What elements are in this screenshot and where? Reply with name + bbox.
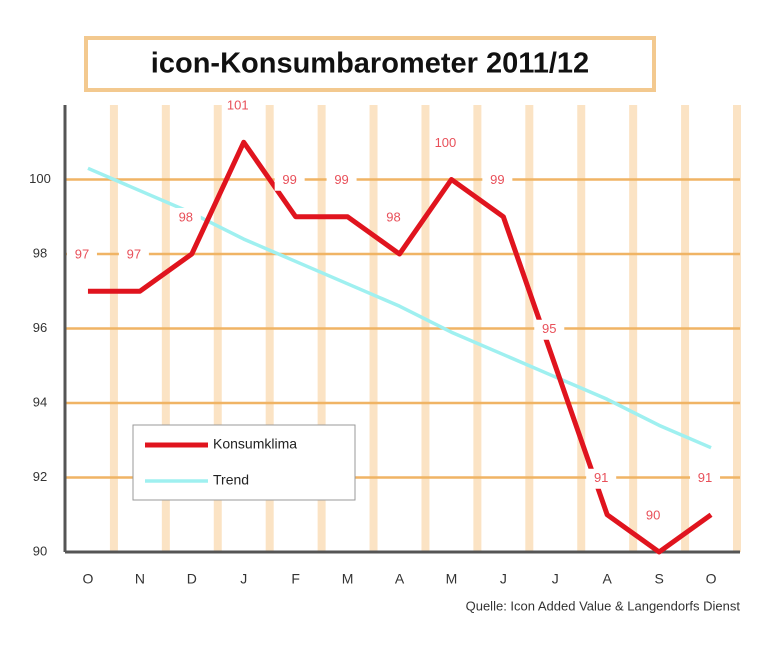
title-box [84, 36, 656, 92]
data-label: 99 [334, 172, 348, 187]
data-label: 91 [594, 470, 608, 485]
data-label-bg [118, 245, 149, 266]
x-tick-label: J [552, 571, 559, 587]
data-label: 99 [490, 172, 504, 187]
y-tick-label: 100 [29, 171, 51, 186]
data-label: 101 [227, 98, 249, 113]
data-label-bg [378, 208, 409, 228]
legend-box [132, 424, 356, 501]
data-label-bg [690, 468, 721, 489]
chart-title: icon-Konsumbarometer 2011/12 [151, 48, 589, 80]
x-tick-label: O [706, 571, 717, 587]
data-label-bg [430, 133, 461, 154]
y-tick-label: 98 [33, 245, 47, 260]
data-label-bg [482, 170, 513, 191]
x-tick-label: N [135, 571, 145, 587]
data-label-bg [326, 170, 357, 191]
data-label: 99 [282, 172, 296, 187]
x-tick-label: F [291, 571, 300, 587]
legend-label: Trend [213, 472, 249, 488]
source-note: Quelle: Icon Added Value & Langendorfs D… [466, 598, 741, 613]
data-label: 91 [698, 470, 712, 485]
x-tick-label: M [342, 571, 354, 587]
x-tick-label: A [395, 571, 405, 587]
data-label-bg [534, 319, 565, 340]
data-label: 97 [75, 247, 89, 262]
data-label: 100 [435, 135, 457, 150]
data-label-bg [170, 208, 201, 228]
data-label-bg [222, 96, 253, 117]
y-tick-label: 90 [33, 543, 47, 558]
y-tick-label: 92 [33, 469, 47, 484]
data-label: 98 [179, 209, 193, 224]
x-tick-label: D [187, 571, 197, 587]
data-label-bg [274, 170, 305, 191]
x-tick-label: S [654, 571, 663, 587]
y-tick-label: 94 [33, 394, 47, 409]
legend-label: Konsumklima [213, 436, 297, 452]
series-line [87, 139, 713, 555]
data-label: 95 [542, 321, 556, 336]
data-label-bg [638, 506, 669, 526]
x-tick-label: M [446, 571, 458, 587]
data-label-bg [586, 468, 617, 489]
data-label-bg [66, 245, 97, 266]
y-tick-label: 96 [33, 320, 47, 335]
x-tick-label: J [240, 571, 247, 587]
data-label: 97 [127, 247, 141, 262]
x-tick-label: J [500, 571, 507, 587]
x-tick-label: O [83, 571, 94, 587]
data-label: 98 [386, 209, 400, 224]
data-label: 90 [646, 507, 660, 522]
x-tick-label: A [603, 571, 613, 587]
